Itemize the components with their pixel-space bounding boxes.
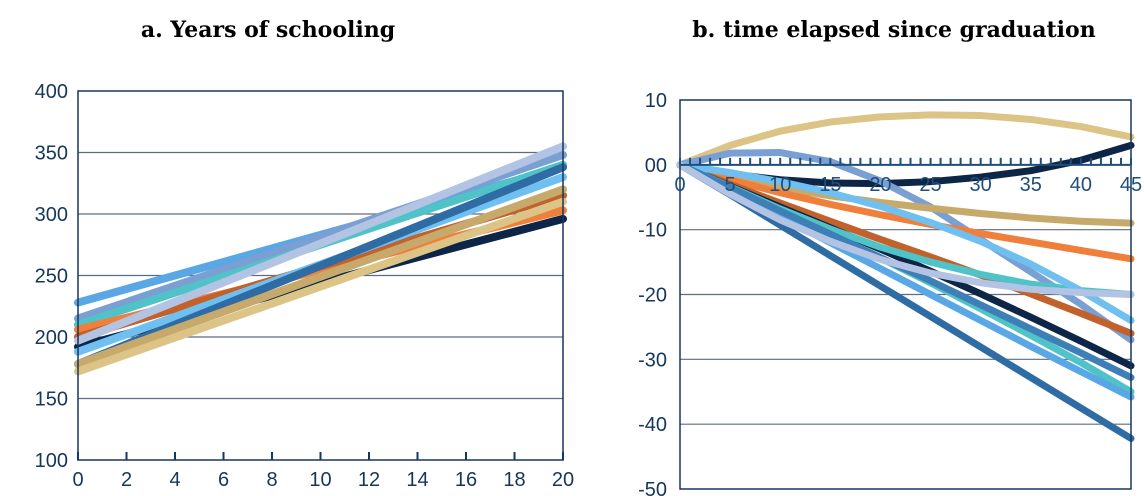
series-line (74, 185, 567, 369)
series-line (676, 111, 1135, 169)
y-tick-label: 00 (645, 155, 667, 177)
y-tick-label: -20 (638, 285, 667, 307)
panel-b-tick-marks (679, 157, 1132, 166)
y-tick-label: 300 (35, 204, 68, 226)
series-line (676, 161, 1135, 227)
x-tick-label: 4 (169, 469, 180, 491)
panel-a-title: a. Years of schooling (141, 17, 395, 43)
x-tick-label: 18 (503, 469, 525, 491)
x-tick-label: 8 (266, 469, 277, 491)
panel-a-y-tick-labels: 100 150 200 250 300 350 400 (35, 81, 68, 472)
panel-b-plot-frame (679, 99, 1132, 490)
x-tick-label: 10 (769, 174, 791, 196)
x-tick-label: 35 (1020, 174, 1042, 196)
x-tick-label: 12 (358, 469, 380, 491)
x-tick-label: 6 (218, 469, 229, 491)
x-tick-label: 15 (819, 174, 841, 196)
x-tick-label: 14 (406, 469, 428, 491)
series-line (676, 161, 1135, 324)
panel-a-series-group (74, 142, 567, 376)
x-tick-label: 5 (725, 174, 736, 196)
x-tick-label: 0 (72, 469, 83, 491)
y-tick-label: 10 (645, 90, 667, 112)
y-tick-label: -40 (638, 414, 667, 436)
x-tick-label: 25 (919, 174, 941, 196)
panel-b-title: b. time elapsed since graduation (692, 17, 1095, 43)
x-tick-label: 20 (869, 174, 891, 196)
series-line (676, 161, 1135, 263)
y-tick-label: 400 (35, 81, 68, 103)
x-tick-label: 16 (455, 469, 477, 491)
y-tick-label: -30 (638, 349, 667, 371)
series-line (74, 142, 567, 345)
x-tick-label: 2 (121, 469, 132, 491)
y-tick-label: -50 (638, 479, 667, 496)
x-tick-label: 10 (309, 469, 331, 491)
y-tick-label: -10 (638, 220, 667, 242)
panel-a-chart: a. Years of schooling 100150200250300350… (35, 17, 575, 491)
x-tick-label: 0 (674, 174, 685, 196)
y-tick-label: 150 (35, 389, 68, 411)
panel-b-y-tick-labels: -50 -40 -30 -20 -10 00 10 (638, 90, 667, 496)
y-tick-label: 100 (35, 450, 68, 472)
y-tick-label: 350 (35, 143, 68, 165)
panel-b-series-group (676, 111, 1135, 442)
series-line (74, 197, 567, 376)
x-tick-label: 45 (1120, 174, 1142, 196)
x-tick-label: 40 (1070, 174, 1092, 196)
y-tick-label: 250 (35, 266, 68, 288)
x-tick-label: 20 (552, 469, 574, 491)
series-line (676, 161, 1135, 298)
x-tick-label: 30 (970, 174, 992, 196)
panel-b-x-tick-labels: 0 5 10 15 20 25 30 35 40 45 (674, 174, 1142, 196)
panel-a-tick-marks (77, 452, 564, 460)
panel-b-chart: b. time elapsed since graduation -50-40-… (638, 17, 1142, 496)
panel-a-x-tick-labels: 0 2 4 6 8 10 12 14 16 18 20 (72, 469, 574, 491)
y-tick-label: 200 (35, 327, 68, 349)
